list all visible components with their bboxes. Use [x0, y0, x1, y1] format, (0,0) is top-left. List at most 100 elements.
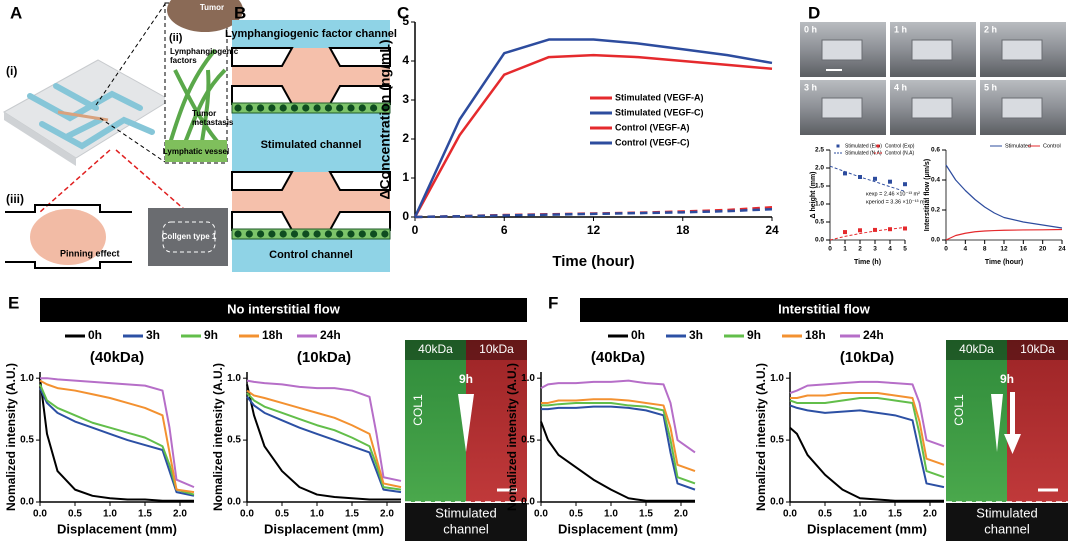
legend-label: 0h	[88, 328, 102, 342]
header-bar	[40, 298, 527, 322]
y-tick-label: 0.2	[931, 207, 940, 214]
series-line	[541, 405, 696, 491]
flow-arrow	[1010, 392, 1015, 436]
cell	[336, 104, 344, 112]
legend-label: 9h	[204, 328, 218, 342]
x-tick-label: 1.0	[604, 509, 618, 520]
marker	[873, 227, 877, 232]
x-tick-label: 1	[843, 246, 847, 253]
cell	[324, 230, 332, 238]
series-line	[829, 165, 906, 192]
legend-label: 3h	[146, 328, 160, 342]
x-tick-label: 24	[765, 223, 779, 237]
x-axis-label: Displacement (mm)	[264, 521, 384, 536]
x-tick-label: 1.5	[345, 509, 359, 520]
device	[1001, 39, 1043, 61]
cell	[302, 104, 310, 112]
y-tick-label: 1	[402, 170, 409, 184]
x-tick-label: 2.0	[923, 509, 937, 520]
series-line	[39, 379, 195, 494]
cell	[245, 104, 253, 112]
series-line	[413, 38, 773, 218]
x-tick-label: 1.5	[138, 509, 152, 520]
marker	[903, 226, 907, 231]
front-arrow	[458, 394, 474, 452]
front-arrow	[991, 394, 1003, 452]
cell	[347, 104, 355, 112]
series-line	[541, 398, 696, 472]
photo-label: 0 h	[804, 24, 817, 34]
label: factors	[170, 56, 197, 65]
series-line	[39, 383, 195, 496]
marker	[858, 228, 862, 233]
cell	[336, 230, 344, 238]
marker	[843, 230, 847, 235]
y-tick-label: 0.5	[20, 435, 34, 446]
x-tick-label: 0.0	[783, 509, 797, 520]
x-tick-label: 0.0	[33, 509, 47, 520]
cell	[370, 230, 378, 238]
y-axis-label: Interstitial flow (μm/s)	[924, 159, 931, 231]
header: No interstitial flow	[227, 301, 341, 316]
legend-label: Stimulated (VEGF-A)	[615, 92, 704, 102]
annotation: κperiod = 3.36 ×10⁻¹³ m²	[866, 199, 927, 205]
sub-label: (iii)	[6, 192, 24, 206]
cell	[347, 230, 355, 238]
zoom-line	[99, 117, 166, 163]
panel-label: C	[397, 3, 409, 22]
y-tick-label: 0.5	[770, 435, 784, 446]
y-tick-label: 2.5	[815, 147, 824, 154]
x-tick-label: 6	[501, 223, 508, 237]
series-line	[789, 426, 944, 502]
legend-label: Stimulated (Exp)	[845, 143, 882, 149]
series-line	[789, 380, 945, 448]
y-tick-label: 1.0	[815, 201, 824, 208]
legend-label: 3h	[689, 328, 703, 342]
legend-label: Control	[1043, 143, 1061, 149]
legend-label: Control (VEGF-A)	[615, 122, 690, 132]
header: Interstitial flow	[778, 301, 871, 316]
y-tick-label: 0.5	[521, 435, 535, 446]
device	[1001, 97, 1043, 119]
x-tick-label: 4	[964, 246, 968, 253]
cell	[324, 104, 332, 112]
y-axis-label: Δ height (mm)	[810, 171, 817, 218]
y-tick-label: 0.0	[815, 237, 824, 244]
y-axis-label: Nomalized intensity (A.U.)	[211, 363, 225, 511]
series-line	[246, 379, 402, 482]
panel-label: F	[548, 293, 558, 312]
cell	[268, 230, 276, 238]
cell	[290, 104, 299, 112]
legend-swatch	[876, 144, 880, 148]
x-tick-label: 0.0	[240, 509, 254, 520]
gel-label: COL1	[952, 394, 966, 426]
y-tick-label: 0	[402, 209, 409, 223]
x-tick-label: 5	[903, 246, 907, 253]
x-tick-label: 2	[858, 246, 862, 253]
legend-label: Stimulated (N.A)	[845, 150, 882, 156]
label: Tumor	[192, 109, 216, 118]
chip-channels	[27, 83, 155, 150]
cell-strip	[231, 102, 391, 114]
panel-b-art	[231, 20, 391, 272]
y-tick-label: 1.5	[815, 183, 824, 190]
photo-label: 1 h	[894, 24, 907, 34]
lymphatic-vessel	[165, 140, 227, 162]
photo-label: 4 h	[894, 82, 907, 92]
x-tick-label: 0.5	[569, 509, 583, 520]
x-axis-label: Displacement (mm)	[807, 521, 927, 536]
panel-label: A	[10, 3, 22, 22]
marker	[843, 171, 847, 176]
y-axis-label: ΔConcentration (ng/mL)	[377, 39, 393, 199]
cell	[358, 230, 366, 238]
y-tick-label: 0.5	[227, 435, 241, 446]
zoom-line-red	[115, 149, 186, 211]
series-line	[246, 392, 402, 491]
annotation: κexp = 2.46 ×10⁻¹³ m²	[866, 191, 920, 197]
photo-label: 3 h	[804, 82, 817, 92]
cell	[234, 230, 242, 238]
channel-bg	[405, 503, 527, 541]
gel-region	[57, 110, 109, 122]
x-tick-label: 12	[1000, 246, 1008, 253]
legend-label: 18h	[805, 328, 826, 342]
